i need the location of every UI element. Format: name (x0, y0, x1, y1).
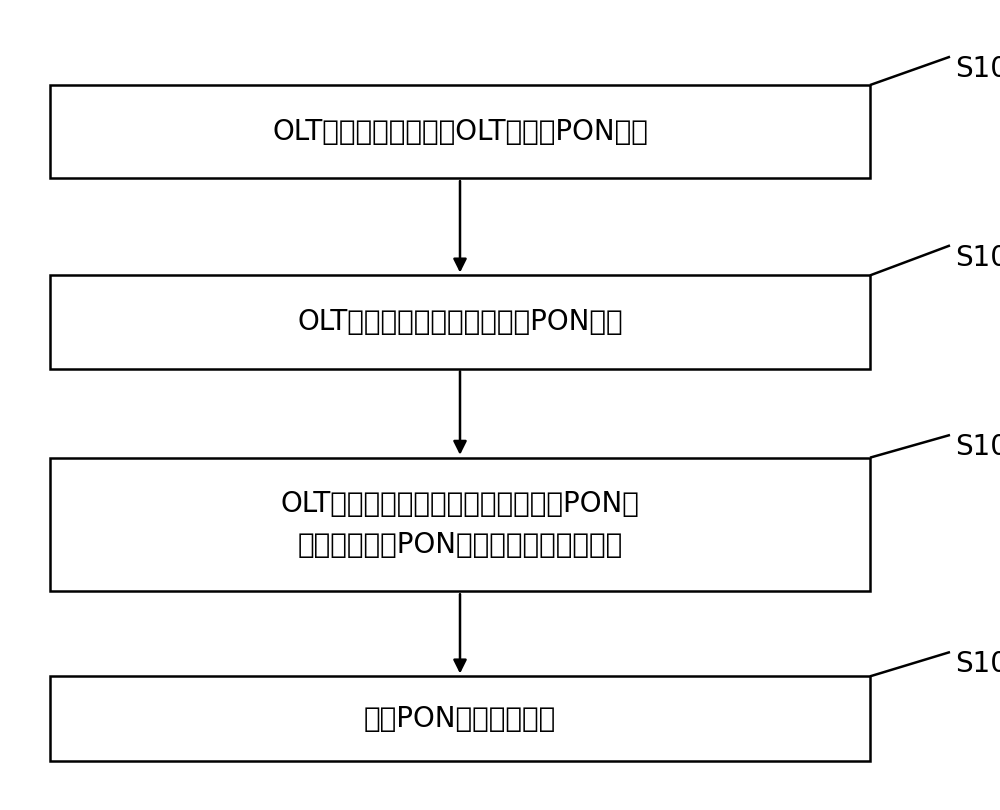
Text: S103: S103 (955, 433, 1000, 461)
Text: S102: S102 (955, 244, 1000, 271)
Text: OLT将升级命令下发到OLT下所有PON终端: OLT将升级命令下发到OLT下所有PON终端 (272, 117, 648, 146)
Text: S104: S104 (955, 650, 1000, 678)
Bar (50, 275, 870, 369)
Text: S101: S101 (955, 55, 1000, 83)
Text: OLT控制获取到升级文件分片的第一PON终
端给其他第二PON终端传递升级文件分片: OLT控制获取到升级文件分片的第一PON终 端给其他第二PON终端传递升级文件分… (281, 490, 639, 559)
Bar (50, 85, 870, 178)
Text: OLT随机选择并升级几台第一PON终端: OLT随机选择并升级几台第一PON终端 (297, 308, 623, 336)
Text: 全网PON终端完成升级: 全网PON终端完成升级 (364, 705, 556, 733)
Bar (50, 676, 870, 761)
Bar (50, 458, 870, 591)
